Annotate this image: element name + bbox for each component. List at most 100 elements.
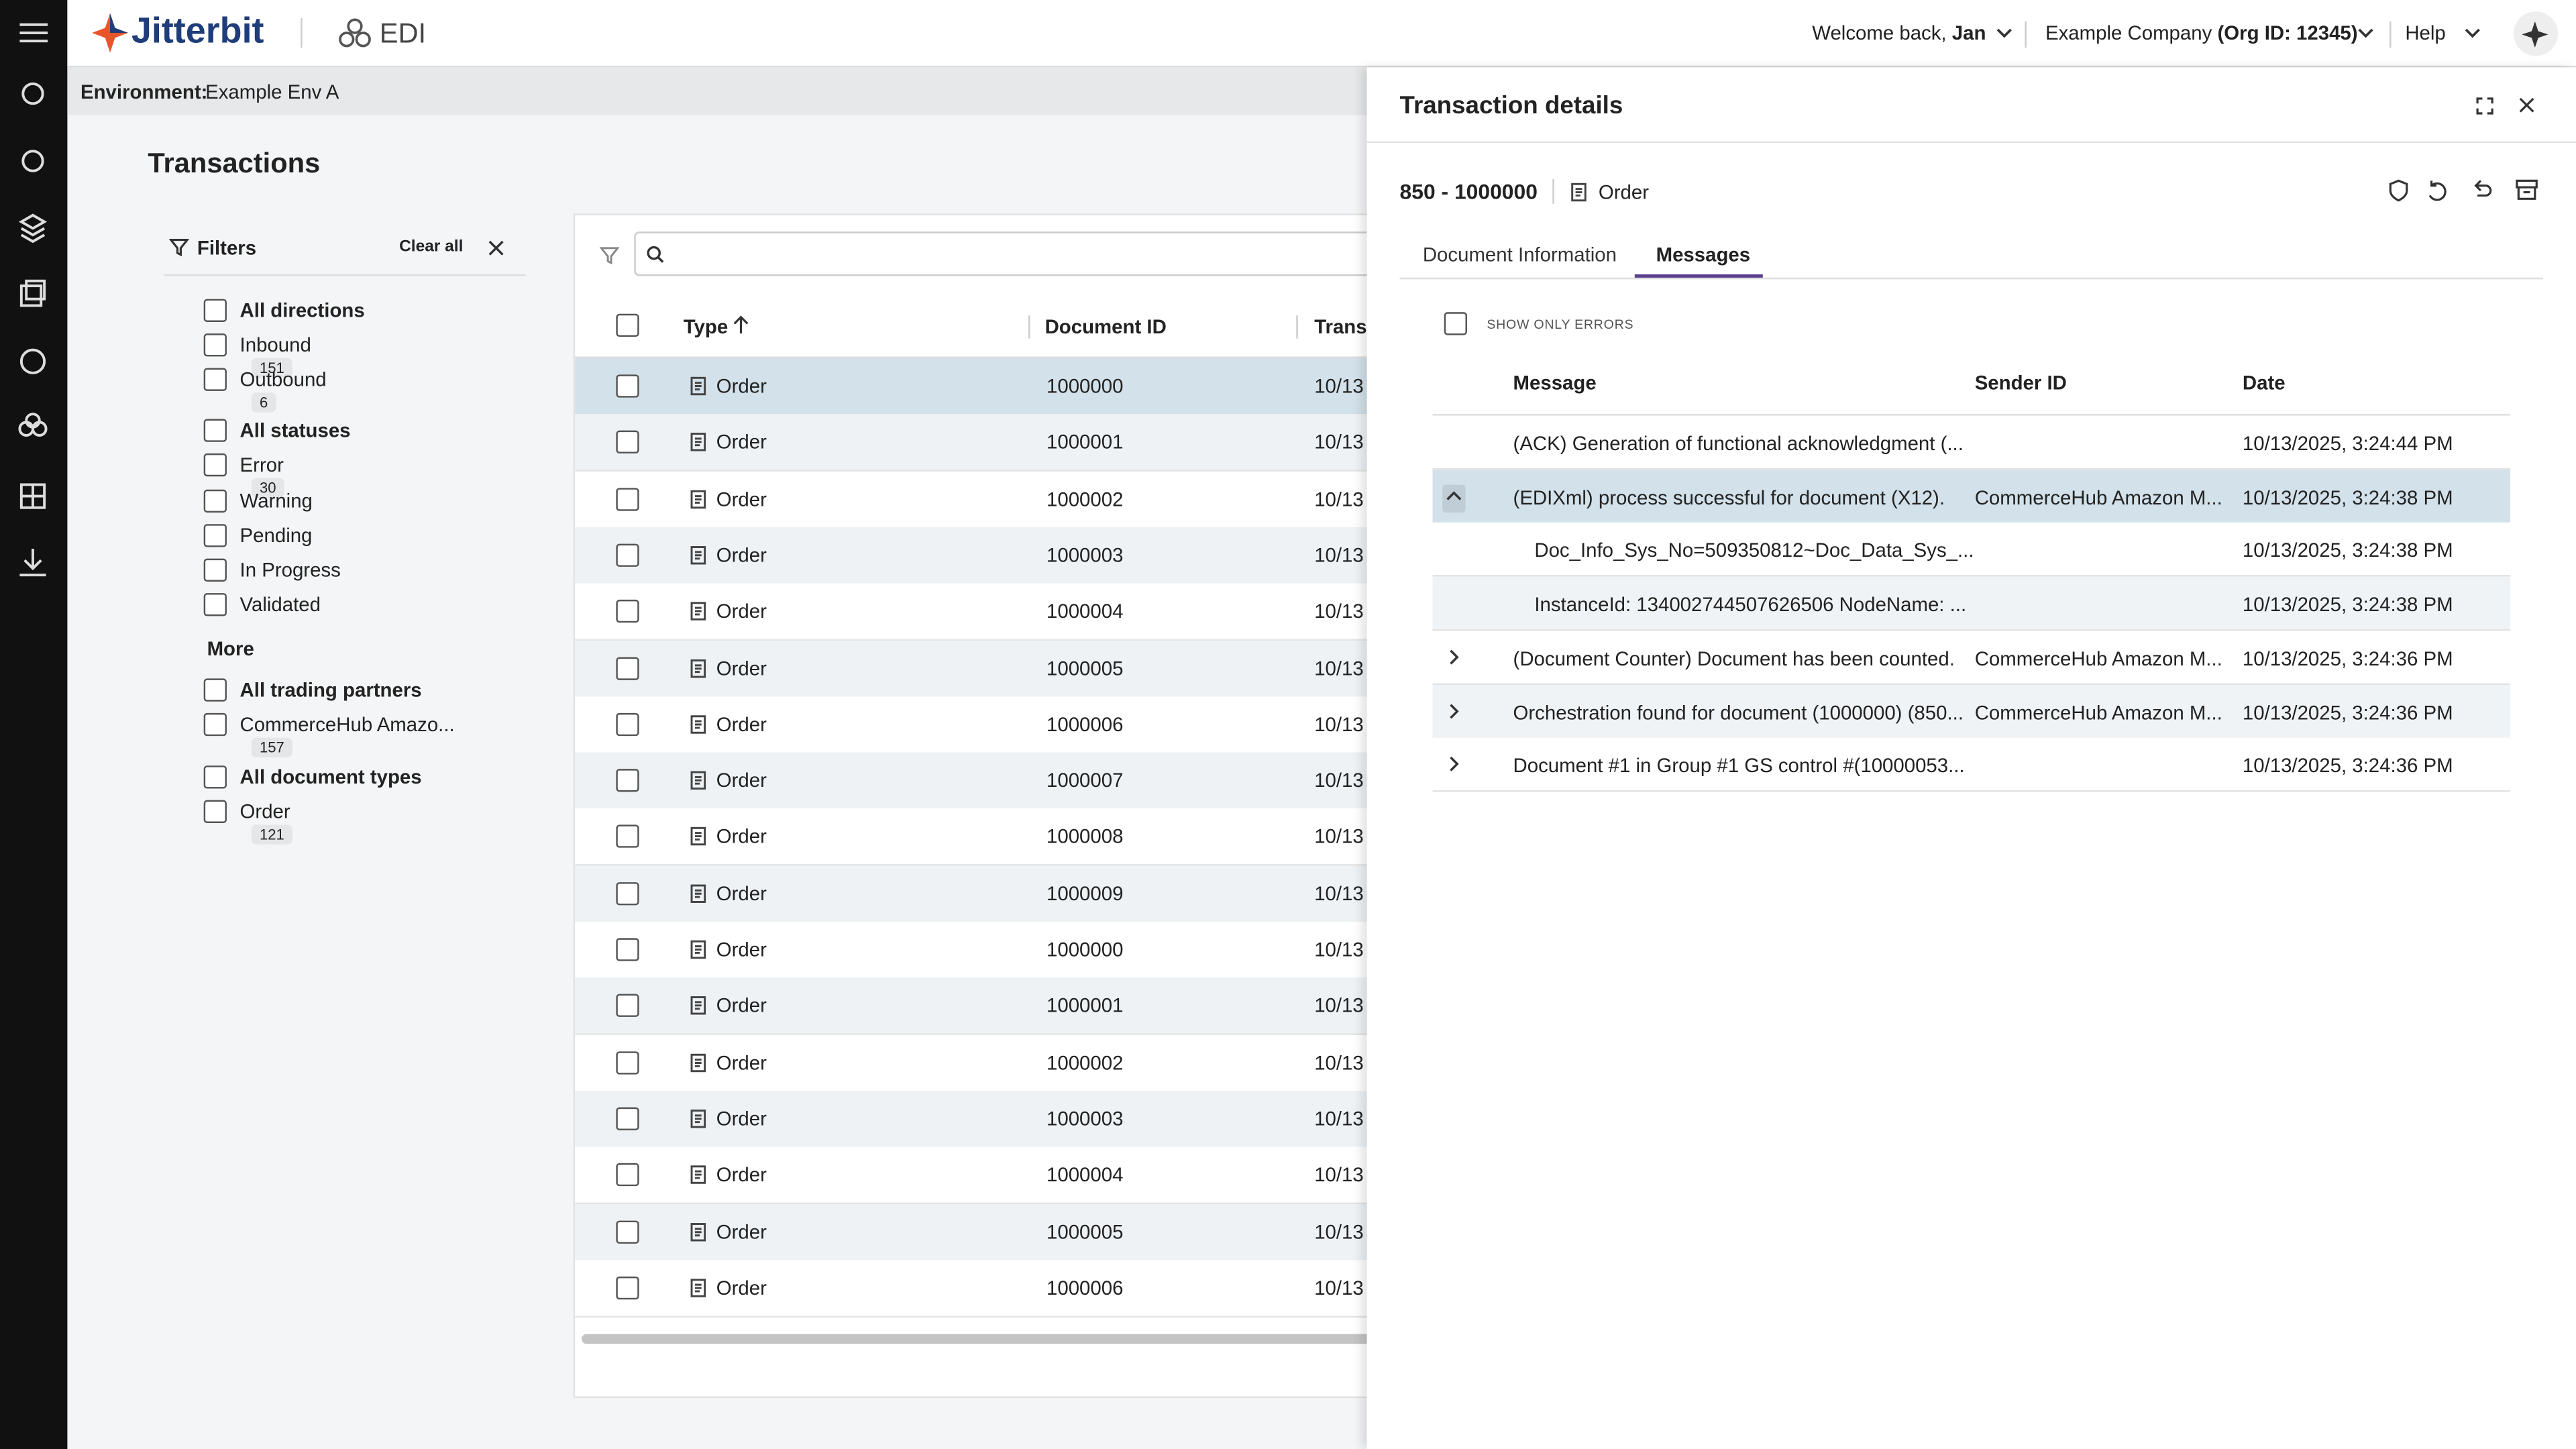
checkbox[interactable] xyxy=(616,825,639,849)
order-icon xyxy=(688,433,708,458)
row-date: 10/13 xyxy=(1314,712,1364,736)
table-row[interactable]: Order 1000007 10/13 xyxy=(575,752,1381,810)
tab[interactable]: Document Information xyxy=(1422,243,1617,266)
row-type: Order xyxy=(716,1276,767,1299)
checkbox[interactable] xyxy=(203,679,227,702)
checkbox[interactable] xyxy=(616,313,639,337)
company[interactable]: Example Company (Org ID: 12345) xyxy=(2045,21,2358,44)
checkbox[interactable] xyxy=(616,769,639,792)
table-row[interactable]: Order 1000005 10/13 xyxy=(575,1203,1381,1261)
checkbox[interactable] xyxy=(203,419,227,443)
table-row[interactable]: Order 1000004 10/13 xyxy=(575,583,1381,641)
row-id: 1000003 xyxy=(1046,543,1124,567)
logo-icon xyxy=(92,13,129,53)
checkbox[interactable] xyxy=(203,799,227,822)
checkbox[interactable] xyxy=(616,1220,639,1243)
row-type: Order xyxy=(716,769,767,792)
checkbox[interactable] xyxy=(616,1163,639,1187)
search-box[interactable] xyxy=(634,231,1393,276)
table-row[interactable]: Order 1000001 10/13 xyxy=(575,414,1381,472)
message-column[interactable]: Sender ID xyxy=(1974,371,2067,394)
page-title: Transactions xyxy=(148,148,321,179)
message-column[interactable]: Message xyxy=(1513,371,1597,394)
message-row[interactable]: Orchestration found for document (100000… xyxy=(1432,684,2511,739)
env-label: Environment: xyxy=(80,80,208,104)
expand xyxy=(1442,645,1465,674)
table-row[interactable]: Order 1000003 10/13 xyxy=(575,527,1381,585)
message-row[interactable]: (EDIXml) process successful for document… xyxy=(1432,469,2511,524)
row-id: 1000003 xyxy=(1046,1107,1124,1130)
checkbox[interactable] xyxy=(616,374,639,398)
checkbox[interactable] xyxy=(1444,312,1467,335)
option-label: Inbound xyxy=(239,333,311,357)
message-column[interactable]: Date xyxy=(2242,371,2286,394)
row-date: 10/13 xyxy=(1314,374,1364,398)
table-row[interactable]: Order 1000005 10/13 xyxy=(575,639,1381,698)
checkbox[interactable] xyxy=(203,488,227,513)
welcome[interactable]: Welcome back, Jan xyxy=(1812,21,1986,44)
checkbox[interactable] xyxy=(616,1051,639,1074)
message-row[interactable]: InstanceId: 134002744507626506 NodeName:… xyxy=(1432,576,2511,631)
welcome-text: Welcome back, xyxy=(1812,21,1947,45)
environment-bar xyxy=(67,67,1367,115)
table-row[interactable]: Order 1000008 10/13 xyxy=(575,808,1381,867)
table-row[interactable]: Order 1000001 10/13 xyxy=(575,977,1381,1036)
filter-option: Validated xyxy=(240,594,321,616)
row-id: 1000005 xyxy=(1046,1220,1124,1243)
checkbox[interactable] xyxy=(203,523,227,547)
table-row[interactable]: Order 1000006 10/13 xyxy=(575,696,1381,754)
column-header[interactable]: Document ID xyxy=(1044,315,1167,339)
table-row[interactable]: Order 1000002 10/13 xyxy=(575,1034,1381,1092)
table-row[interactable]: Order 1000000 10/13 xyxy=(575,358,1381,416)
checkbox[interactable] xyxy=(616,712,639,736)
checkbox[interactable] xyxy=(616,881,639,905)
message-text: (ACK) Generation of functional acknowled… xyxy=(1513,432,1964,455)
row-id: 1000008 xyxy=(1046,825,1124,849)
message-text: (Document Counter) Document has been cou… xyxy=(1513,647,1955,670)
message-row[interactable]: (ACK) Generation of functional acknowled… xyxy=(1432,415,2511,470)
table-row[interactable]: Order 1000002 10/13 xyxy=(575,470,1381,529)
checkbox[interactable] xyxy=(203,299,227,323)
clear-all[interactable]: Clear all xyxy=(399,238,464,257)
header-chevrons xyxy=(1996,21,2480,48)
filter-option: Pending xyxy=(240,524,313,547)
checkbox[interactable] xyxy=(616,994,639,1018)
column-header[interactable]: Type xyxy=(683,315,729,339)
table-row[interactable]: Order 1000000 10/13 xyxy=(575,921,1381,979)
table-row[interactable]: Order 1000003 10/13 xyxy=(575,1090,1381,1148)
checkbox[interactable] xyxy=(616,938,639,961)
checkbox[interactable] xyxy=(616,656,639,680)
message-row[interactable]: Doc_Info_Sys_No=509350812~Doc_Data_Sys_.… xyxy=(1432,523,2511,578)
ai-button[interactable] xyxy=(2513,11,2559,56)
checkbox[interactable] xyxy=(203,333,227,357)
help[interactable]: Help xyxy=(2405,21,2446,45)
message-row[interactable]: (Document Counter) Document has been cou… xyxy=(1432,630,2511,685)
row-type: Order xyxy=(716,825,767,849)
table-row[interactable]: Order 1000009 10/13 xyxy=(575,865,1381,923)
table-row[interactable]: Order 1000004 10/13 xyxy=(575,1146,1381,1205)
message-row[interactable]: Document #1 in Group #1 GS control #(100… xyxy=(1432,738,2511,792)
column-header[interactable]: Trans xyxy=(1314,315,1367,339)
checkbox[interactable] xyxy=(203,713,227,737)
checkbox[interactable] xyxy=(616,600,639,623)
message-date: 10/13/2025, 3:24:36 PM xyxy=(2242,647,2453,670)
checkbox[interactable] xyxy=(203,765,227,788)
checkbox[interactable] xyxy=(203,593,227,616)
row-type: Order xyxy=(716,600,767,623)
tab[interactable]: Messages xyxy=(1656,243,1751,266)
checkbox[interactable] xyxy=(203,558,227,582)
checkbox[interactable] xyxy=(616,1107,639,1130)
table-row[interactable]: Order 1000006 10/13 xyxy=(575,1259,1381,1318)
checkbox[interactable] xyxy=(203,453,227,478)
details-title: Transaction details xyxy=(1399,92,1623,120)
order-icon xyxy=(688,996,708,1021)
checkbox[interactable] xyxy=(203,368,227,392)
checkbox[interactable] xyxy=(616,431,639,454)
checkbox[interactable] xyxy=(616,1276,639,1299)
checkbox[interactable] xyxy=(616,487,639,511)
option-label: Pending xyxy=(239,523,313,547)
row-type: Order xyxy=(716,431,767,454)
checkbox[interactable] xyxy=(616,543,639,567)
tab-indicator xyxy=(1634,274,1763,278)
more[interactable]: More xyxy=(207,638,254,661)
